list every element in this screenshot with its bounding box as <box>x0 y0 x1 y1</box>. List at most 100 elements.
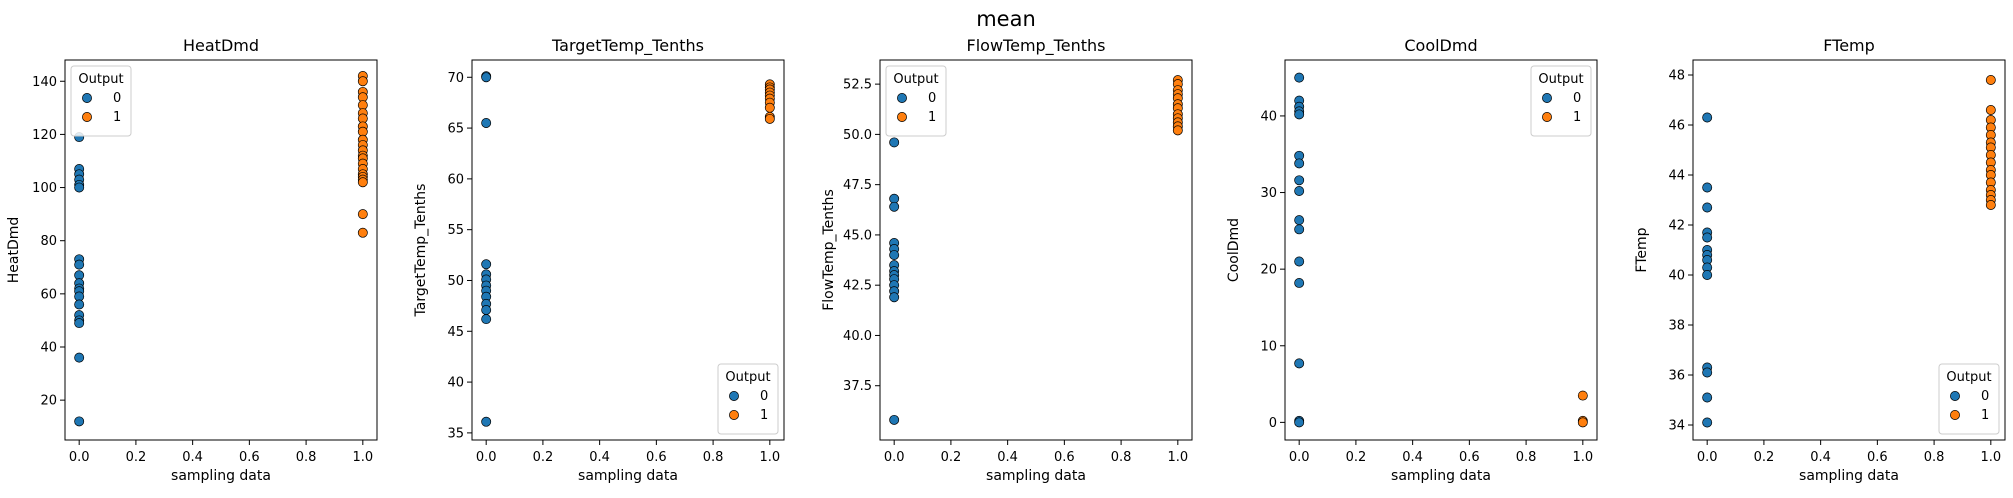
x-tick-label: 0.4 <box>997 450 1018 465</box>
point-output-1 <box>1577 417 1588 428</box>
y-tick-label: 52.5 <box>843 78 872 93</box>
x-tick-label: 1.0 <box>1572 450 1593 465</box>
y-tick-label: 42.5 <box>843 279 872 294</box>
point-output-0 <box>1702 270 1713 280</box>
point-output-0 <box>1294 215 1305 226</box>
point-output-0 <box>74 416 85 427</box>
subplot-5: FTemp 0.0 0.2 0.4 0.6 0.8 1.0 34 36 38 40 42 44 46 48 s… <box>1634 36 2006 484</box>
subplot-1: HeatDmd 0.0 0.2 0.4 0.6 0.8 1.0 20 40 60 80 100 120 1… <box>6 36 378 484</box>
point-output-0 <box>1294 224 1305 235</box>
x-tick-label: 0.4 <box>182 450 203 465</box>
legend: Output 0 1 <box>70 65 132 137</box>
y-tick-label: 20 <box>1260 263 1277 278</box>
legend-label: 0 <box>760 389 768 404</box>
legend-marker-0 <box>1950 391 1960 401</box>
point-output-0 <box>481 304 492 315</box>
point-output-0 <box>74 182 85 193</box>
point-output-0 <box>1702 182 1713 193</box>
x-tick-label: 0.0 <box>884 450 905 465</box>
point-output-0 <box>481 118 492 128</box>
y-tick-label: 35 <box>447 426 464 441</box>
y-axis-label: HeatDmd <box>6 217 22 284</box>
point-output-1 <box>1577 390 1588 401</box>
y-tick-label: 46 <box>1668 119 1685 134</box>
subplot-3: FlowTemp_Tenths 0.0 0.2 0.4 0.6 0.8 1.0 37.5 40.… <box>821 36 1193 484</box>
point-output-1 <box>1985 200 1996 210</box>
legend-marker-0 <box>82 93 92 103</box>
x-tick-label: 0.8 <box>1516 450 1537 465</box>
y-tick-label: 80 <box>40 234 57 249</box>
legend-marker-0 <box>897 93 907 103</box>
legend-title: Output <box>1538 72 1583 87</box>
subplot-title: CoolDmd <box>1404 36 1477 55</box>
x-tick-label: 1.0 <box>759 450 780 465</box>
point-output-1 <box>357 76 368 87</box>
x-tick-label: 0.8 <box>296 450 317 465</box>
point-output-0 <box>481 314 492 325</box>
y-tick-label: 70 <box>447 71 464 86</box>
x-tick-label: 0.6 <box>1054 450 1075 465</box>
point-output-0 <box>1294 277 1305 288</box>
x-tick-label: 0.0 <box>69 450 90 465</box>
x-tick-label: 0.4 <box>1402 450 1423 465</box>
legend: Output 0 1 <box>885 65 947 137</box>
legend-marker-1 <box>1950 410 1960 420</box>
subplot-title: HeatDmd <box>183 36 259 55</box>
legend-label: 0 <box>1981 389 1989 404</box>
y-tick-label: 20 <box>40 394 57 409</box>
point-output-1 <box>764 113 775 124</box>
legend-title: Output <box>1946 370 1991 385</box>
y-tick-label: 140 <box>32 75 57 90</box>
x-tick-label: 0.2 <box>1754 450 1775 465</box>
point-output-1 <box>357 209 368 220</box>
point-output-0 <box>1702 202 1713 213</box>
y-tick-label: 40.0 <box>843 329 872 344</box>
y-axis-label: TargetTemp_Tenths <box>413 184 429 318</box>
x-tick-label: 1.0 <box>352 450 373 465</box>
point-output-1 <box>1985 75 1996 85</box>
y-tick-label: 40 <box>40 340 57 355</box>
subplot-2: TargetTemp_Tenths 0.0 0.2 0.4 0.6 0.8 1.0 35 40 4… <box>413 36 785 484</box>
y-tick-label: 30 <box>1260 186 1277 201</box>
x-tick-label: 0.6 <box>646 450 667 465</box>
point-output-1 <box>1172 125 1183 136</box>
figure-title: mean <box>976 7 1036 31</box>
x-tick-label: 0.2 <box>941 450 962 465</box>
legend-marker-0 <box>1542 93 1552 103</box>
y-axis-label: FlowTemp_Tenths <box>821 189 837 311</box>
y-tick-label: 50 <box>447 274 464 289</box>
y-tick-label: 40 <box>447 376 464 391</box>
x-tick-label: 0.0 <box>476 450 497 465</box>
x-axis-label: sampling data <box>1391 468 1491 484</box>
y-axis-label: FTemp <box>1634 227 1650 272</box>
x-tick-label: 0.0 <box>1289 450 1310 465</box>
y-tick-label: 60 <box>447 172 464 187</box>
point-output-1 <box>357 227 368 238</box>
legend-label: 1 <box>760 408 768 423</box>
x-axis-label: sampling data <box>986 468 1086 484</box>
axes-frame <box>879 59 1193 441</box>
point-output-0 <box>1294 72 1305 83</box>
point-output-1 <box>1985 105 1996 115</box>
x-tick-label: 1.0 <box>1167 450 1188 465</box>
point-output-1 <box>357 177 368 188</box>
point-output-0 <box>889 414 900 425</box>
y-tick-label: 36 <box>1668 369 1685 384</box>
y-tick-label: 0 <box>1269 416 1277 431</box>
y-tick-label: 45.0 <box>843 228 872 243</box>
point-output-0 <box>1702 417 1713 428</box>
y-tick-label: 40 <box>1668 269 1685 284</box>
x-tick-label: 0.2 <box>126 450 147 465</box>
legend: Output 0 1 <box>717 363 779 435</box>
x-tick-label: 0.0 <box>1697 450 1718 465</box>
x-axis-label: sampling data <box>1799 468 1899 484</box>
y-tick-label: 60 <box>40 287 57 302</box>
point-output-0 <box>481 72 492 83</box>
y-tick-label: 34 <box>1668 419 1685 434</box>
point-output-0 <box>1702 392 1713 403</box>
point-output-0 <box>74 299 85 310</box>
point-output-0 <box>1294 158 1305 169</box>
legend-title: Output <box>893 72 938 87</box>
x-tick-label: 0.4 <box>1810 450 1831 465</box>
axes-frame <box>1284 59 1598 441</box>
